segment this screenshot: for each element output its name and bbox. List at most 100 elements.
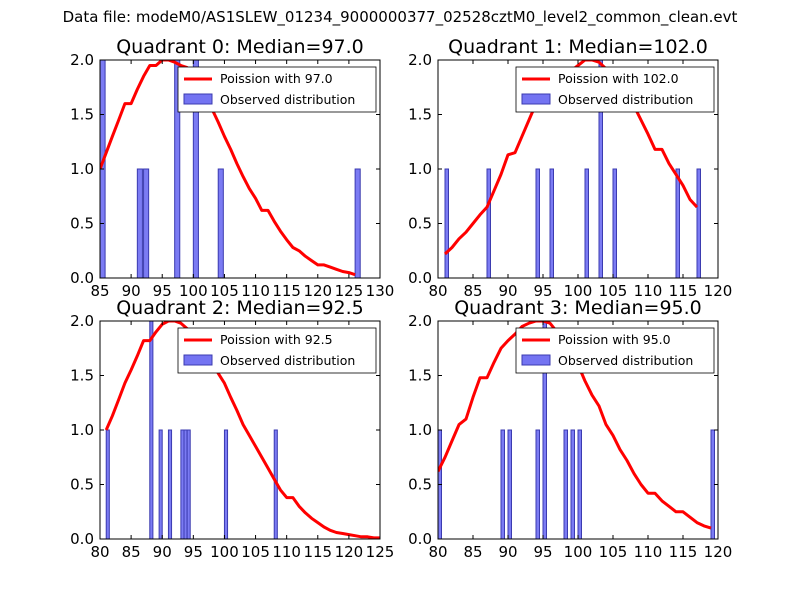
histogram-bar: [217, 168, 224, 278]
histogram-bar: [500, 429, 505, 539]
y-tick-label: 0.5: [70, 215, 94, 233]
legend: Poission with 92.5 Observed distribution: [177, 327, 377, 374]
histogram-bar: [535, 168, 540, 278]
x-tick-label: 110: [634, 282, 663, 300]
y-tick-label: 1.0: [408, 160, 432, 178]
histogram-bar: [149, 321, 154, 539]
x-tick-label: 120: [704, 282, 733, 300]
x-tick-label: 80: [428, 543, 447, 561]
legend-bar-swatch: [183, 354, 213, 366]
x-tick-label: 105: [210, 282, 239, 300]
x-tick-label: 120: [704, 543, 733, 561]
x-tick-label: 80: [428, 282, 447, 300]
legend-bar-label: Observed distribution: [220, 353, 355, 368]
x-tick-label: 85: [90, 282, 109, 300]
x-tick-label: 80: [90, 543, 109, 561]
legend-bar-label: Observed distribution: [558, 353, 693, 368]
x-tick-label: 105: [241, 543, 270, 561]
legend-line-label: Poission with 92.5: [220, 332, 333, 347]
x-tick-label: 115: [272, 282, 301, 300]
x-tick-label: 105: [599, 543, 628, 561]
histogram-bar: [143, 168, 150, 278]
histogram-bar: [192, 60, 199, 278]
x-tick-label: 115: [303, 543, 332, 561]
subplot-title: Quadrant 2: Median=92.5: [116, 297, 364, 319]
poisson-curve: [100, 60, 356, 277]
x-tick-label: 125: [366, 543, 395, 561]
histogram-bar: [354, 168, 361, 278]
legend-bar-swatch: [521, 354, 551, 366]
subplot-quadrant-2: 80 85 90 95 100 105 110 115 120 125 0.0 0.5 1.0 1.5 2.…: [70, 297, 394, 561]
x-tick-label: 85: [122, 543, 141, 561]
histogram-bar: [158, 429, 163, 539]
plot-content: [104, 321, 380, 539]
x-tick-label: 110: [272, 543, 301, 561]
legend-line-label: Poission with 102.0: [558, 71, 679, 86]
histogram-bar: [136, 168, 143, 278]
x-tick-label: 115: [669, 543, 698, 561]
y-tick-label: 0.5: [70, 476, 94, 494]
plot-content: [443, 60, 701, 278]
y-tick-label: 0.5: [408, 476, 432, 494]
x-tick-label: 125: [335, 282, 364, 300]
histogram-bar: [542, 321, 547, 539]
x-tick-label: 90: [498, 282, 517, 300]
figure-suptitle: Data file: modeM0/AS1SLEW_01234_90000003…: [62, 8, 738, 26]
x-tick-label: 95: [533, 543, 552, 561]
y-tick-label: 1.0: [70, 421, 94, 439]
subplot-quadrant-0: 85 90 95 100 105 110 115 120 125 130 0.0 0.5 1.0 1.5 2…: [70, 36, 394, 300]
y-tick-label: 1.0: [408, 421, 432, 439]
x-tick-label: 90: [122, 282, 141, 300]
x-tick-label: 120: [335, 543, 364, 561]
poisson-curve: [104, 321, 380, 539]
histogram-bar: [584, 168, 589, 278]
histogram-bar: [174, 60, 181, 278]
legend-line-label: Poission with 97.0: [220, 71, 333, 86]
x-tick-label: 85: [463, 282, 482, 300]
legend-bar-swatch: [521, 93, 551, 105]
histogram-bar: [696, 168, 701, 278]
x-tick-label: 110: [634, 543, 663, 561]
legend: Poission with 102.0 Observed distribution: [515, 66, 715, 113]
x-tick-label: 90: [153, 543, 172, 561]
y-tick-label: 0.0: [70, 269, 94, 287]
subplot-quadrant-1: 80 85 90 95 100 105 110 115 120 0.0 0.5 1.0 1.5 2.0 Qu…: [408, 36, 732, 300]
histogram-bar: [675, 168, 680, 278]
y-tick-label: 2.0: [70, 312, 94, 330]
plot-content: [100, 60, 361, 278]
x-tick-label: 95: [533, 282, 552, 300]
y-tick-label: 0.0: [408, 530, 432, 548]
x-tick-label: 100: [564, 543, 593, 561]
subplot-title: Quadrant 1: Median=102.0: [448, 36, 708, 58]
x-tick-label: 115: [669, 282, 698, 300]
histogram-bar: [710, 429, 715, 539]
legend: Poission with 95.0 Observed distribution: [515, 327, 715, 374]
subplot-title: Quadrant 3: Median=95.0: [454, 297, 702, 319]
histogram-bar: [535, 429, 540, 539]
x-tick-label: 90: [498, 543, 517, 561]
legend-bar-label: Observed distribution: [558, 92, 693, 107]
histogram-bar: [444, 168, 449, 278]
histogram-bar: [598, 60, 603, 278]
legend-bar-swatch: [183, 93, 213, 105]
histogram-bar: [167, 429, 173, 539]
x-tick-label: 100: [210, 543, 239, 561]
x-tick-label: 120: [303, 282, 332, 300]
histogram-bar: [105, 429, 110, 539]
x-tick-label: 110: [241, 282, 270, 300]
x-tick-label: 100: [179, 282, 208, 300]
histogram-bar: [507, 429, 512, 539]
y-tick-label: 2.0: [408, 51, 432, 69]
x-tick-label: 85: [463, 543, 482, 561]
x-tick-label: 105: [599, 282, 628, 300]
x-tick-label: 100: [564, 282, 593, 300]
y-tick-label: 0.0: [70, 530, 94, 548]
y-tick-label: 1.5: [70, 106, 94, 124]
y-tick-label: 1.5: [408, 106, 432, 124]
histogram-bar: [577, 429, 582, 539]
histogram-bar: [549, 168, 554, 278]
subplot-title: Quadrant 0: Median=97.0: [116, 36, 364, 58]
histogram-bar: [563, 429, 568, 539]
x-tick-label: 130: [366, 282, 395, 300]
